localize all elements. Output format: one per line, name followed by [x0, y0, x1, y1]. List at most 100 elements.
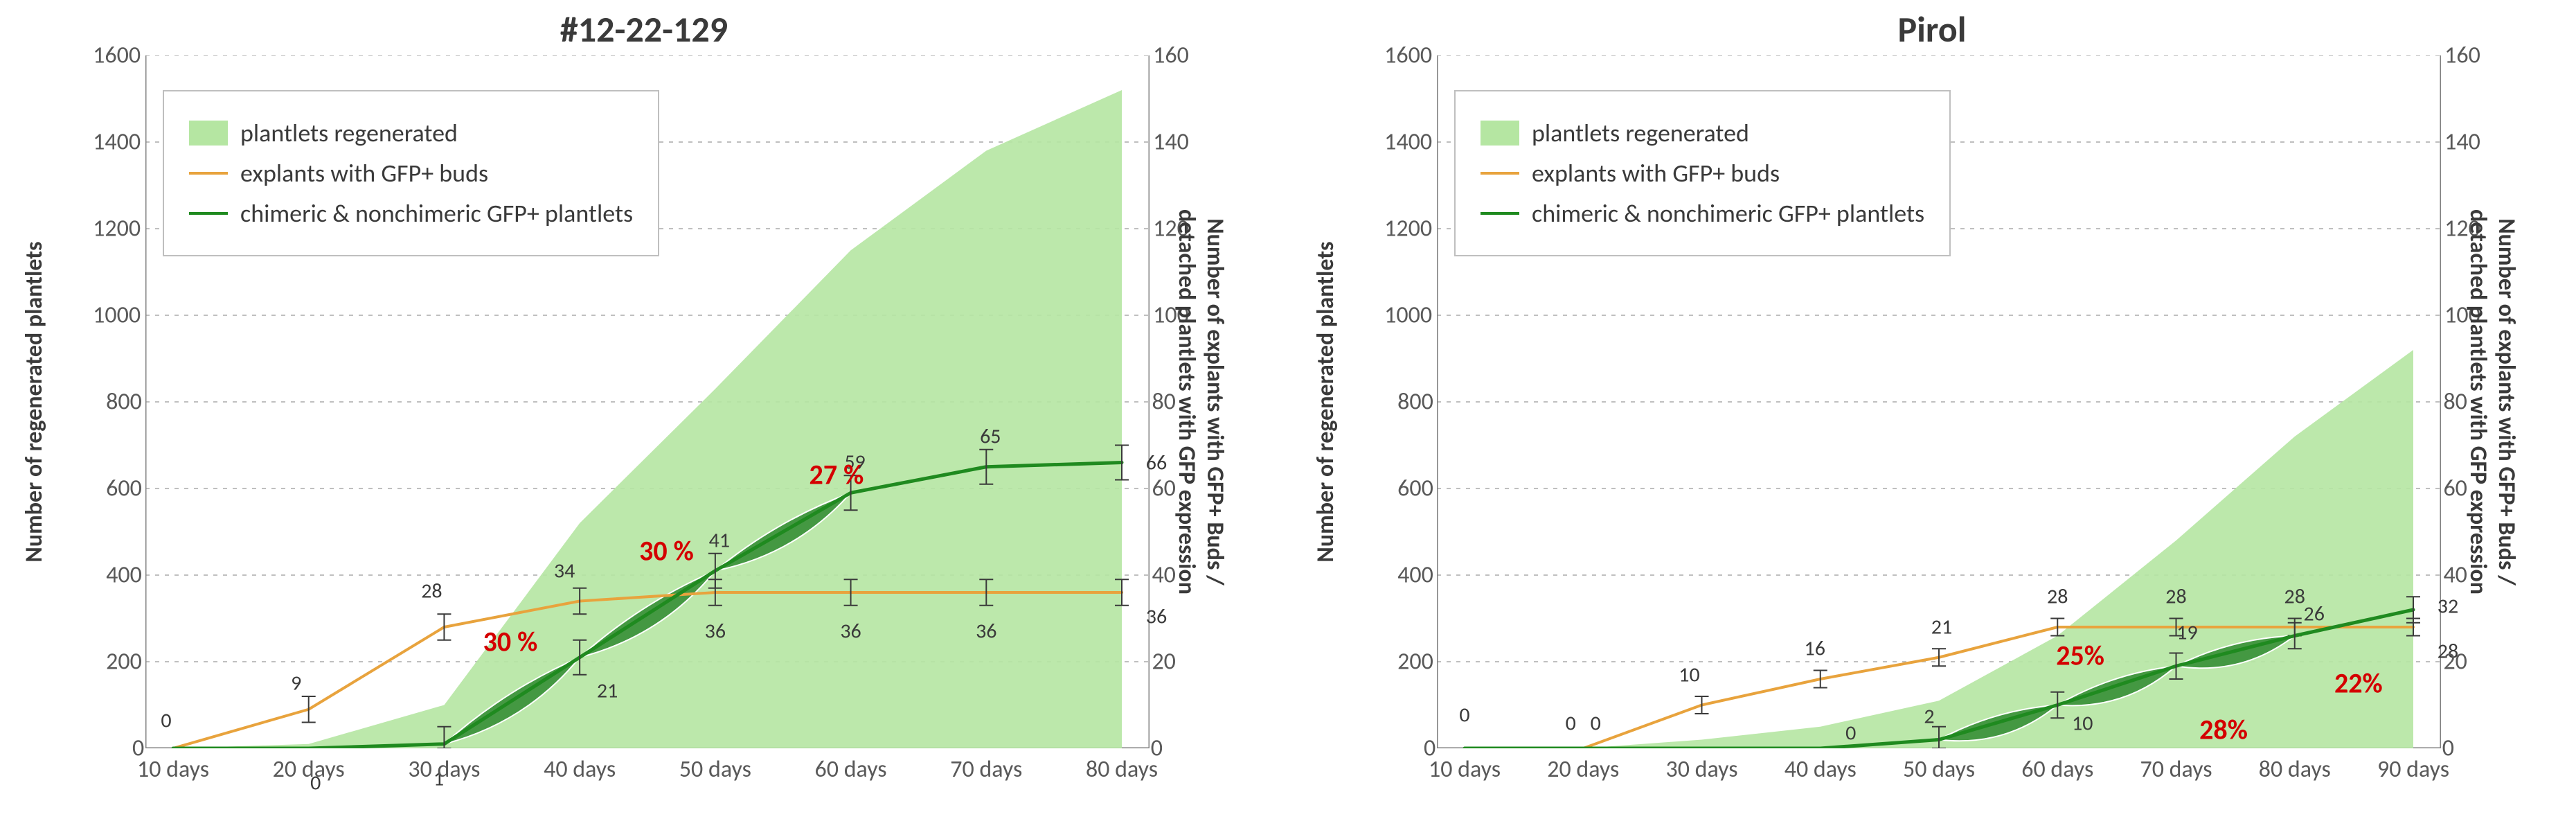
x-tick: 40 days	[544, 755, 616, 784]
legend: plantlets regenerated explants with GFP+ …	[163, 90, 659, 256]
percent-label: 30 %	[483, 625, 538, 659]
data-label: 19	[2176, 620, 2197, 646]
y-right-tick: 140	[1153, 128, 1189, 157]
data-label: 41	[709, 527, 730, 553]
percent-label: 22%	[2334, 667, 2383, 701]
y-left-tick: 1400	[93, 128, 141, 157]
data-label: 66	[1146, 450, 1167, 475]
x-tick: 10 days	[1429, 755, 1501, 784]
legend-swatch-area-icon	[189, 121, 228, 146]
legend-label: plantlets regenerated	[1532, 118, 1749, 148]
data-label: 36	[705, 619, 726, 644]
legend-label: chimeric & nonchimeric GFP+ plantlets	[1532, 198, 1924, 229]
legend-swatch-line-icon	[1481, 172, 1519, 175]
x-tick: 80 days	[2259, 755, 2331, 784]
figure: #12-22-1290928343636363601214159656630 %…	[0, 0, 2576, 819]
y-right-tick: 140	[2444, 128, 2480, 157]
y-left-tick: 400	[1397, 561, 1433, 590]
y-left-tick: 1000	[1384, 301, 1432, 330]
y-left-tick: 800	[1397, 388, 1433, 416]
y-right-tick: 20	[2443, 648, 2467, 676]
chart-title: Pirol	[1288, 7, 2576, 51]
x-tick: 90 days	[2377, 755, 2449, 784]
data-label: 26	[2304, 601, 2325, 626]
x-tick: 70 days	[2140, 755, 2212, 784]
data-label: 0	[1566, 711, 1576, 737]
percent-label: 27 %	[810, 458, 864, 492]
chart-title: #12-22-129	[0, 7, 1288, 51]
data-label: 36	[976, 619, 996, 644]
data-label: 2	[1924, 703, 1934, 729]
legend-item: plantlets regenerated	[1481, 118, 1924, 148]
y-left-tick: 1600	[93, 42, 141, 70]
data-label: 32	[2438, 594, 2458, 619]
data-label: 28	[421, 579, 442, 604]
legend-item: plantlets regenerated	[189, 118, 633, 148]
x-tick: 70 days	[950, 755, 1022, 784]
y-left-tick: 200	[106, 648, 142, 676]
x-tick: 20 days	[273, 755, 345, 784]
y-left-tick: 200	[1397, 648, 1433, 676]
y-left-tick: 1000	[93, 301, 141, 330]
percent-label: 28%	[2199, 712, 2248, 746]
data-label: 0	[1591, 711, 1601, 737]
legend-label: chimeric & nonchimeric GFP+ plantlets	[240, 198, 633, 229]
y-left-tick: 600	[106, 475, 142, 503]
data-label: 36	[1146, 604, 1167, 630]
percent-label: 30 %	[639, 534, 694, 568]
data-label: 34	[554, 558, 575, 583]
data-label: 0	[161, 708, 171, 734]
data-label: 10	[2072, 710, 2093, 736]
y-right-label: Number of explants with GFP+ Buds / deta…	[1172, 209, 1229, 595]
legend-label: explants with GFP+ buds	[240, 158, 488, 188]
area-series	[1465, 350, 2413, 748]
y-left-tick: 1400	[1384, 128, 1432, 157]
x-tick: 80 days	[1086, 755, 1158, 784]
y-left-tick: 600	[1397, 475, 1433, 503]
y-right-tick: 20	[1152, 648, 1175, 676]
legend-item: chimeric & nonchimeric GFP+ plantlets	[189, 198, 633, 229]
y-left-label: Number of regenerated plantlets	[1312, 241, 1340, 562]
legend-item: chimeric & nonchimeric GFP+ plantlets	[1481, 198, 1924, 229]
x-tick: 50 days	[679, 755, 751, 784]
panel-right: Pirol00101621282828280021019263225%28%22…	[1288, 0, 2576, 819]
data-label: 0	[1459, 703, 1469, 728]
data-label: 36	[840, 619, 861, 644]
legend-swatch-line-icon	[1481, 212, 1519, 215]
x-tick: 60 days	[2021, 755, 2093, 784]
y-left-tick: 800	[106, 388, 142, 416]
legend-label: plantlets regenerated	[240, 118, 458, 148]
data-label: 21	[1931, 614, 1952, 640]
legend: plantlets regenerated explants with GFP+ …	[1454, 90, 1951, 256]
y-left-tick: 1200	[93, 215, 141, 243]
x-tick: 30 days	[1665, 755, 1737, 784]
data-label: 28	[2047, 584, 2068, 610]
data-label: 16	[1805, 636, 1825, 662]
y-left-label: Number of regenerated plantlets	[20, 241, 48, 562]
legend-swatch-line-icon	[189, 172, 228, 175]
y-right-label: Number of explants with GFP+ Buds / deta…	[2464, 209, 2521, 595]
x-tick: 10 days	[137, 755, 209, 784]
legend-swatch-area-icon	[1481, 121, 1519, 146]
panel-left: #12-22-1290928343636363601214159656630 %…	[0, 0, 1288, 819]
data-label: 21	[597, 678, 618, 703]
legend-item: explants with GFP+ buds	[1481, 158, 1924, 188]
data-label: 65	[980, 423, 1001, 449]
y-left-tick: 400	[106, 561, 142, 590]
y-right-tick: 160	[1153, 42, 1189, 70]
data-label: 28	[2284, 584, 2305, 610]
x-tick: 20 days	[1547, 755, 1619, 784]
x-tick: 50 days	[1903, 755, 1975, 784]
y-left-tick: 1600	[1384, 42, 1432, 70]
legend-label: explants with GFP+ buds	[1532, 158, 1780, 188]
y-right-tick: 160	[2444, 42, 2480, 70]
data-label: 10	[1679, 662, 1699, 687]
legend-swatch-line-icon	[189, 212, 228, 215]
legend-item: explants with GFP+ buds	[189, 158, 633, 188]
data-label: 28	[2165, 584, 2186, 610]
y-left-tick: 1200	[1384, 215, 1432, 243]
x-tick: 30 days	[408, 755, 480, 784]
x-tick: 40 days	[1785, 755, 1857, 784]
data-label: 0	[1845, 721, 1856, 746]
x-tick: 60 days	[815, 755, 887, 784]
